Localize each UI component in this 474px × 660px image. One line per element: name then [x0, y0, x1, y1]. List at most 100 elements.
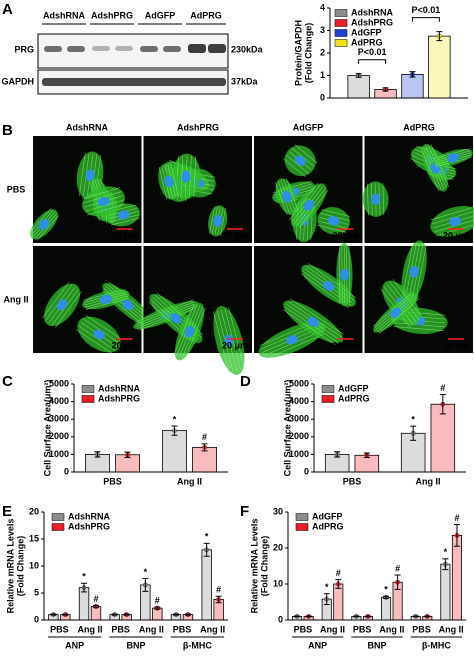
fiber	[28, 208, 52, 234]
size-label: 37kDa	[231, 76, 259, 86]
fiber	[158, 166, 168, 200]
fiber	[220, 207, 226, 236]
nucleus	[339, 268, 349, 281]
x-tick-label: Ang II	[78, 624, 103, 634]
x-tick-label: Ang II	[200, 624, 225, 634]
nucleus	[85, 169, 95, 182]
bar	[192, 446, 217, 473]
column-label: AdPRG	[403, 122, 435, 132]
nucleus	[294, 155, 306, 166]
micrograph: 20 μm	[143, 136, 252, 243]
micrograph: 20 μm	[254, 136, 363, 243]
nucleus	[446, 153, 459, 163]
bar	[381, 596, 392, 621]
fiber	[298, 189, 329, 228]
significance: *	[444, 547, 448, 557]
scale-bar-label: 20 μm	[332, 230, 358, 240]
fiber	[414, 244, 427, 302]
nucleus	[184, 325, 195, 338]
nucleus	[99, 294, 112, 304]
fiber	[372, 291, 413, 327]
row-label: PBS	[7, 184, 26, 194]
fiber	[317, 224, 347, 233]
legend-swatch	[334, 9, 348, 17]
fiber	[264, 333, 325, 360]
panel-letter: F	[240, 503, 249, 520]
legend-label: AdshRNA	[98, 383, 140, 393]
nucleus	[181, 170, 191, 183]
fiber	[85, 315, 123, 340]
comparison-label: P<0.01	[412, 5, 441, 15]
y-tick-label: 1000	[49, 449, 69, 459]
fiber	[173, 303, 195, 356]
significance: #	[440, 383, 445, 393]
nucleus	[323, 280, 335, 291]
significance: *	[411, 415, 415, 425]
nucleus	[93, 329, 105, 340]
x-tick-label: PBS	[343, 476, 362, 486]
legend-label: AdGFP	[351, 27, 382, 37]
y-tick-label: 3000	[49, 414, 69, 424]
fiber	[79, 152, 86, 196]
fiber	[209, 205, 216, 234]
nucleus	[327, 216, 340, 226]
bar	[347, 75, 370, 99]
fiber	[367, 183, 369, 216]
protein-label: GAPDH	[1, 76, 34, 86]
fiber	[36, 215, 60, 241]
nucleus	[213, 214, 223, 227]
panel-letter: C	[2, 373, 13, 390]
bar	[451, 535, 462, 621]
micrograph: 20 μm	[364, 240, 473, 353]
fiber	[193, 156, 197, 198]
group-label: ANP	[308, 640, 327, 650]
panel-letter: E	[2, 503, 12, 520]
legend-label: AdPRG	[351, 37, 383, 47]
legend-swatch	[51, 523, 65, 531]
fiber	[290, 298, 344, 335]
fiber	[294, 144, 318, 164]
nucleus	[164, 175, 174, 188]
x-tick-label: Ang II	[177, 476, 202, 486]
y-tick-label: 0	[278, 614, 283, 624]
y-tick-label: 4000	[49, 396, 69, 406]
micrographs: 20 μm 20 μm 20 μm 20 μm 20 μm 20 μm 20 μm 20 μm	[28, 136, 474, 375]
nucleus	[224, 334, 234, 347]
y-axis-label: (Fold Change)	[259, 536, 269, 597]
nucleus	[449, 216, 462, 227]
y-tick-label: 1000	[289, 449, 309, 459]
legend-label: AdPRG	[338, 393, 370, 403]
legend-swatch	[334, 29, 348, 37]
y-tick-label: 0	[64, 466, 69, 476]
legend-swatch	[81, 395, 95, 403]
significance: #	[202, 432, 207, 442]
legend-label: AdGFP	[312, 511, 343, 521]
x-tick-label: Ang II	[320, 624, 345, 634]
y-axis-label: Relative mRNA Levels	[249, 519, 259, 614]
micrograph: 20 μm	[33, 246, 154, 355]
scale-bar-label: 20 μm	[222, 230, 248, 240]
x-tick-label: Ang II	[416, 476, 441, 486]
y-axis-label: Cell Surface Area(μm²)	[282, 380, 292, 477]
fiber	[213, 311, 230, 374]
lane-label: AdPRG	[190, 10, 222, 20]
significance: *	[205, 532, 209, 542]
legend-label: AdshPRG	[68, 521, 110, 531]
legend-swatch	[321, 395, 335, 403]
nucleus	[117, 210, 130, 220]
significance: #	[336, 568, 341, 578]
bands	[42, 44, 226, 86]
x-tick-label: PBS	[294, 624, 313, 634]
y-tick-label: 2	[320, 47, 325, 57]
y-tick-label: 4000	[289, 396, 309, 406]
legend-swatch	[295, 513, 309, 521]
comparison-bracket	[358, 59, 387, 64]
blot	[37, 23, 229, 95]
y-tick-label: 5000	[49, 378, 69, 388]
fiber	[55, 291, 82, 328]
panel-letter: B	[2, 122, 13, 139]
fiber	[393, 326, 445, 332]
x-tick-label: PBS	[412, 624, 431, 634]
y-tick-label: 5	[34, 587, 39, 597]
